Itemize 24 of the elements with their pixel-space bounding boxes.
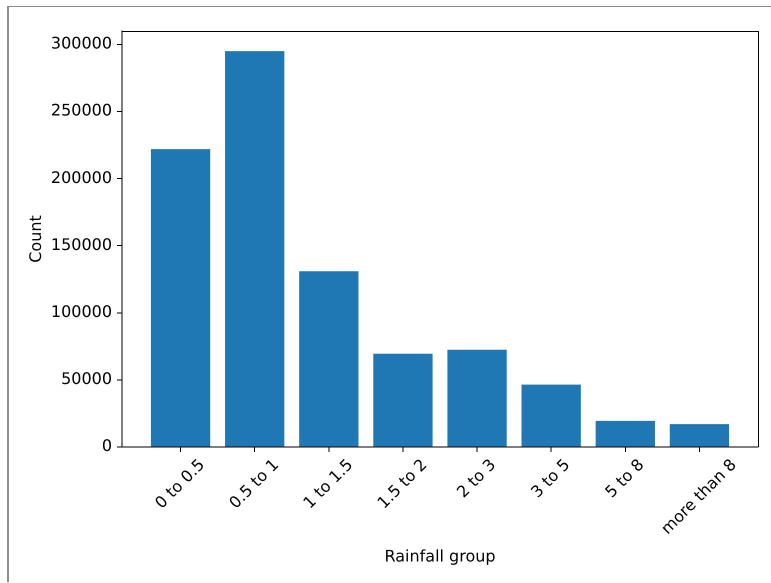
x-axis-title: Rainfall group [384, 546, 496, 566]
bar [225, 51, 284, 446]
bar [596, 420, 655, 446]
bar [373, 354, 433, 446]
y-tick-label: 250000 [50, 100, 112, 120]
x-tick-label: 3 to 5 [527, 454, 574, 502]
x-tick-label: 5 to 8 [601, 454, 648, 502]
y-axis-title: Count [26, 215, 45, 263]
y-tick-label: 50000 [61, 369, 112, 388]
y-tick-label: 200000 [50, 168, 112, 187]
x-tick-label: 1.5 to 2 [373, 454, 431, 512]
bar [670, 424, 730, 446]
bar [447, 350, 507, 446]
x-tick-label: 2 to 3 [452, 454, 500, 502]
y-tick-label: 300000 [50, 34, 112, 53]
y-tick-label: 0 [102, 436, 112, 456]
bar [522, 384, 581, 446]
y-tick-label: 150000 [50, 234, 112, 254]
x-tick-label: 0.5 to 1 [225, 454, 282, 512]
bar [299, 271, 358, 446]
x-tick-label: 1 to 1.5 [299, 454, 356, 512]
bar [150, 149, 210, 446]
y-tick-label: 100000 [50, 302, 112, 321]
x-tick-label: 0 to 0.5 [151, 454, 208, 512]
